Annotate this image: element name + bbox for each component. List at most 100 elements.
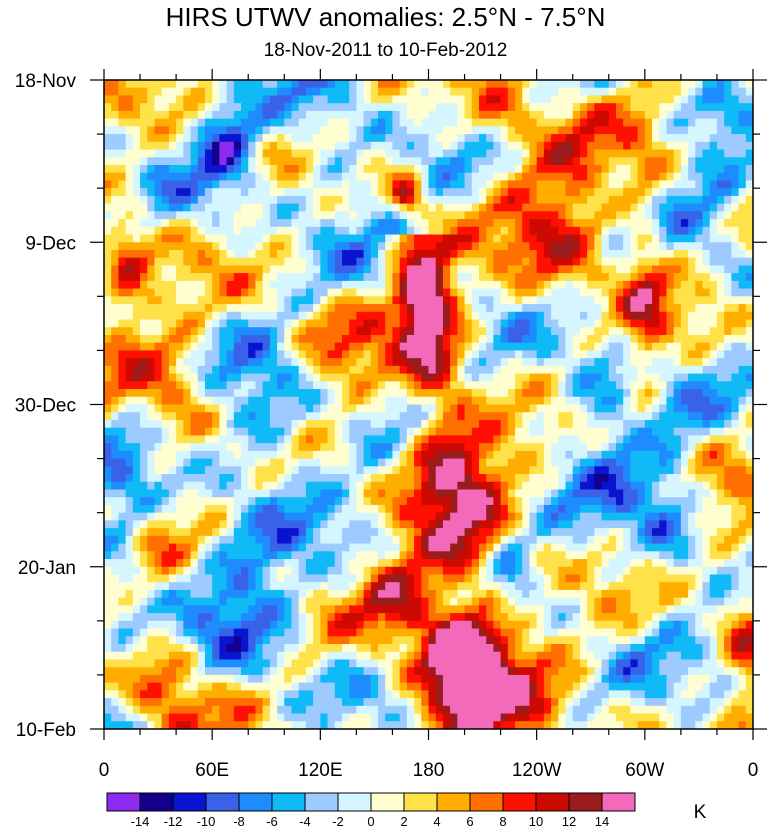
heatmap-cell <box>219 110 228 120</box>
heatmap-cell <box>327 134 336 143</box>
heatmap-cell <box>558 404 567 413</box>
heatmap-cell <box>233 327 242 336</box>
heatmap-cell <box>745 412 753 421</box>
heatmap-cell <box>176 443 184 452</box>
heatmap-cell <box>104 242 112 251</box>
heatmap-cell <box>313 319 321 328</box>
heatmap-cell <box>248 427 257 437</box>
heatmap-cell <box>507 234 516 243</box>
heatmap-cell <box>399 489 408 498</box>
heatmap-cell <box>623 211 632 220</box>
heatmap-cell <box>147 450 156 460</box>
heatmap-cell <box>277 141 285 151</box>
heatmap-cell <box>305 164 314 174</box>
heatmap-cell <box>558 389 567 398</box>
heatmap-cell <box>716 265 725 274</box>
heatmap-cell <box>457 219 466 228</box>
heatmap-cell <box>284 311 293 321</box>
heatmap-cell <box>183 489 192 498</box>
heatmap-cell <box>652 474 660 483</box>
heatmap-cell <box>608 319 617 328</box>
heatmap-cell <box>464 342 473 352</box>
heatmap-cell <box>219 234 228 243</box>
heatmap-cell <box>716 450 725 460</box>
heatmap-cell <box>385 497 394 506</box>
heatmap-cell <box>248 474 257 483</box>
heatmap-cell <box>493 481 502 491</box>
heatmap-cell <box>241 141 249 151</box>
heatmap-cell <box>132 296 141 305</box>
heatmap-cell <box>320 412 329 421</box>
heatmap-cell <box>183 389 192 398</box>
heatmap-cell <box>356 203 365 212</box>
heatmap-cell <box>341 265 350 274</box>
heatmap-cell <box>471 242 480 251</box>
heatmap-cell <box>579 195 588 205</box>
heatmap-cell <box>688 481 696 491</box>
heatmap-cell <box>464 489 473 498</box>
heatmap-cell <box>637 365 646 375</box>
heatmap-cell <box>241 319 249 328</box>
heatmap-cell <box>140 149 148 158</box>
heatmap-cell <box>608 242 617 251</box>
heatmap-cell <box>284 118 293 127</box>
heatmap-cell <box>543 164 552 174</box>
heatmap-cell <box>197 134 206 143</box>
heatmap-cell <box>709 164 718 174</box>
heatmap-cell <box>341 226 350 236</box>
heatmap-cell <box>327 80 336 89</box>
heatmap-cell <box>132 110 141 120</box>
heatmap-cell <box>212 319 220 328</box>
heatmap-cell <box>471 188 480 197</box>
heatmap-cell <box>385 288 394 297</box>
heatmap-cell <box>471 249 480 259</box>
heatmap-cell <box>118 296 127 305</box>
heatmap-cell <box>536 296 545 305</box>
heatmap-cell <box>659 110 668 120</box>
heatmap-cell <box>558 195 567 205</box>
heatmap-cell <box>104 381 112 390</box>
heatmap-cell <box>702 219 711 228</box>
heatmap-cell <box>551 489 559 498</box>
heatmap-cell <box>241 203 249 212</box>
heatmap-cell <box>212 219 220 228</box>
heatmap-cell <box>392 265 401 274</box>
heatmap-cell <box>154 149 163 158</box>
heatmap-cell <box>522 489 531 498</box>
heatmap-cell <box>132 358 141 367</box>
heatmap-cell <box>724 149 732 158</box>
heatmap-cell <box>341 334 350 344</box>
heatmap-cell <box>356 195 365 205</box>
heatmap-cell <box>724 412 732 421</box>
heatmap-cell <box>478 304 487 313</box>
heatmap-cell <box>688 126 696 135</box>
heatmap-cell <box>673 450 682 460</box>
heatmap-cell <box>241 450 249 460</box>
heatmap-cell <box>125 95 134 104</box>
heatmap-cell <box>666 365 675 375</box>
heatmap-cell <box>565 419 574 429</box>
heatmap-cell <box>334 265 343 274</box>
heatmap-cell <box>478 450 487 460</box>
heatmap-cell <box>579 180 588 189</box>
heatmap-cell <box>652 381 660 390</box>
heatmap-cell <box>536 195 545 205</box>
heatmap-cell <box>313 188 321 197</box>
heatmap-cell <box>543 427 552 437</box>
heatmap-cell <box>457 458 466 467</box>
heatmap-cell <box>392 188 401 197</box>
heatmap-cell <box>190 458 199 467</box>
heatmap-cell <box>551 203 559 212</box>
heatmap-cell <box>212 404 220 413</box>
heatmap-cell <box>197 188 206 197</box>
heatmap-cell <box>724 304 732 313</box>
heatmap-cell <box>363 80 372 89</box>
heatmap-cell <box>644 257 653 267</box>
heatmap-cell <box>378 435 386 444</box>
heatmap-cell <box>464 149 473 158</box>
heatmap-cell <box>688 396 696 406</box>
heatmap-cell <box>623 373 632 382</box>
heatmap-cell <box>637 211 646 220</box>
heatmap-cell <box>637 149 646 158</box>
heatmap-cell <box>587 474 595 483</box>
